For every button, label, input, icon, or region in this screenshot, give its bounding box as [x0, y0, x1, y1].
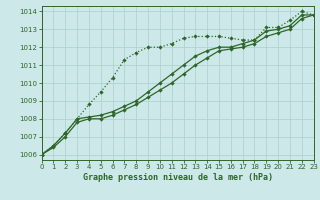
X-axis label: Graphe pression niveau de la mer (hPa): Graphe pression niveau de la mer (hPa)	[83, 173, 273, 182]
